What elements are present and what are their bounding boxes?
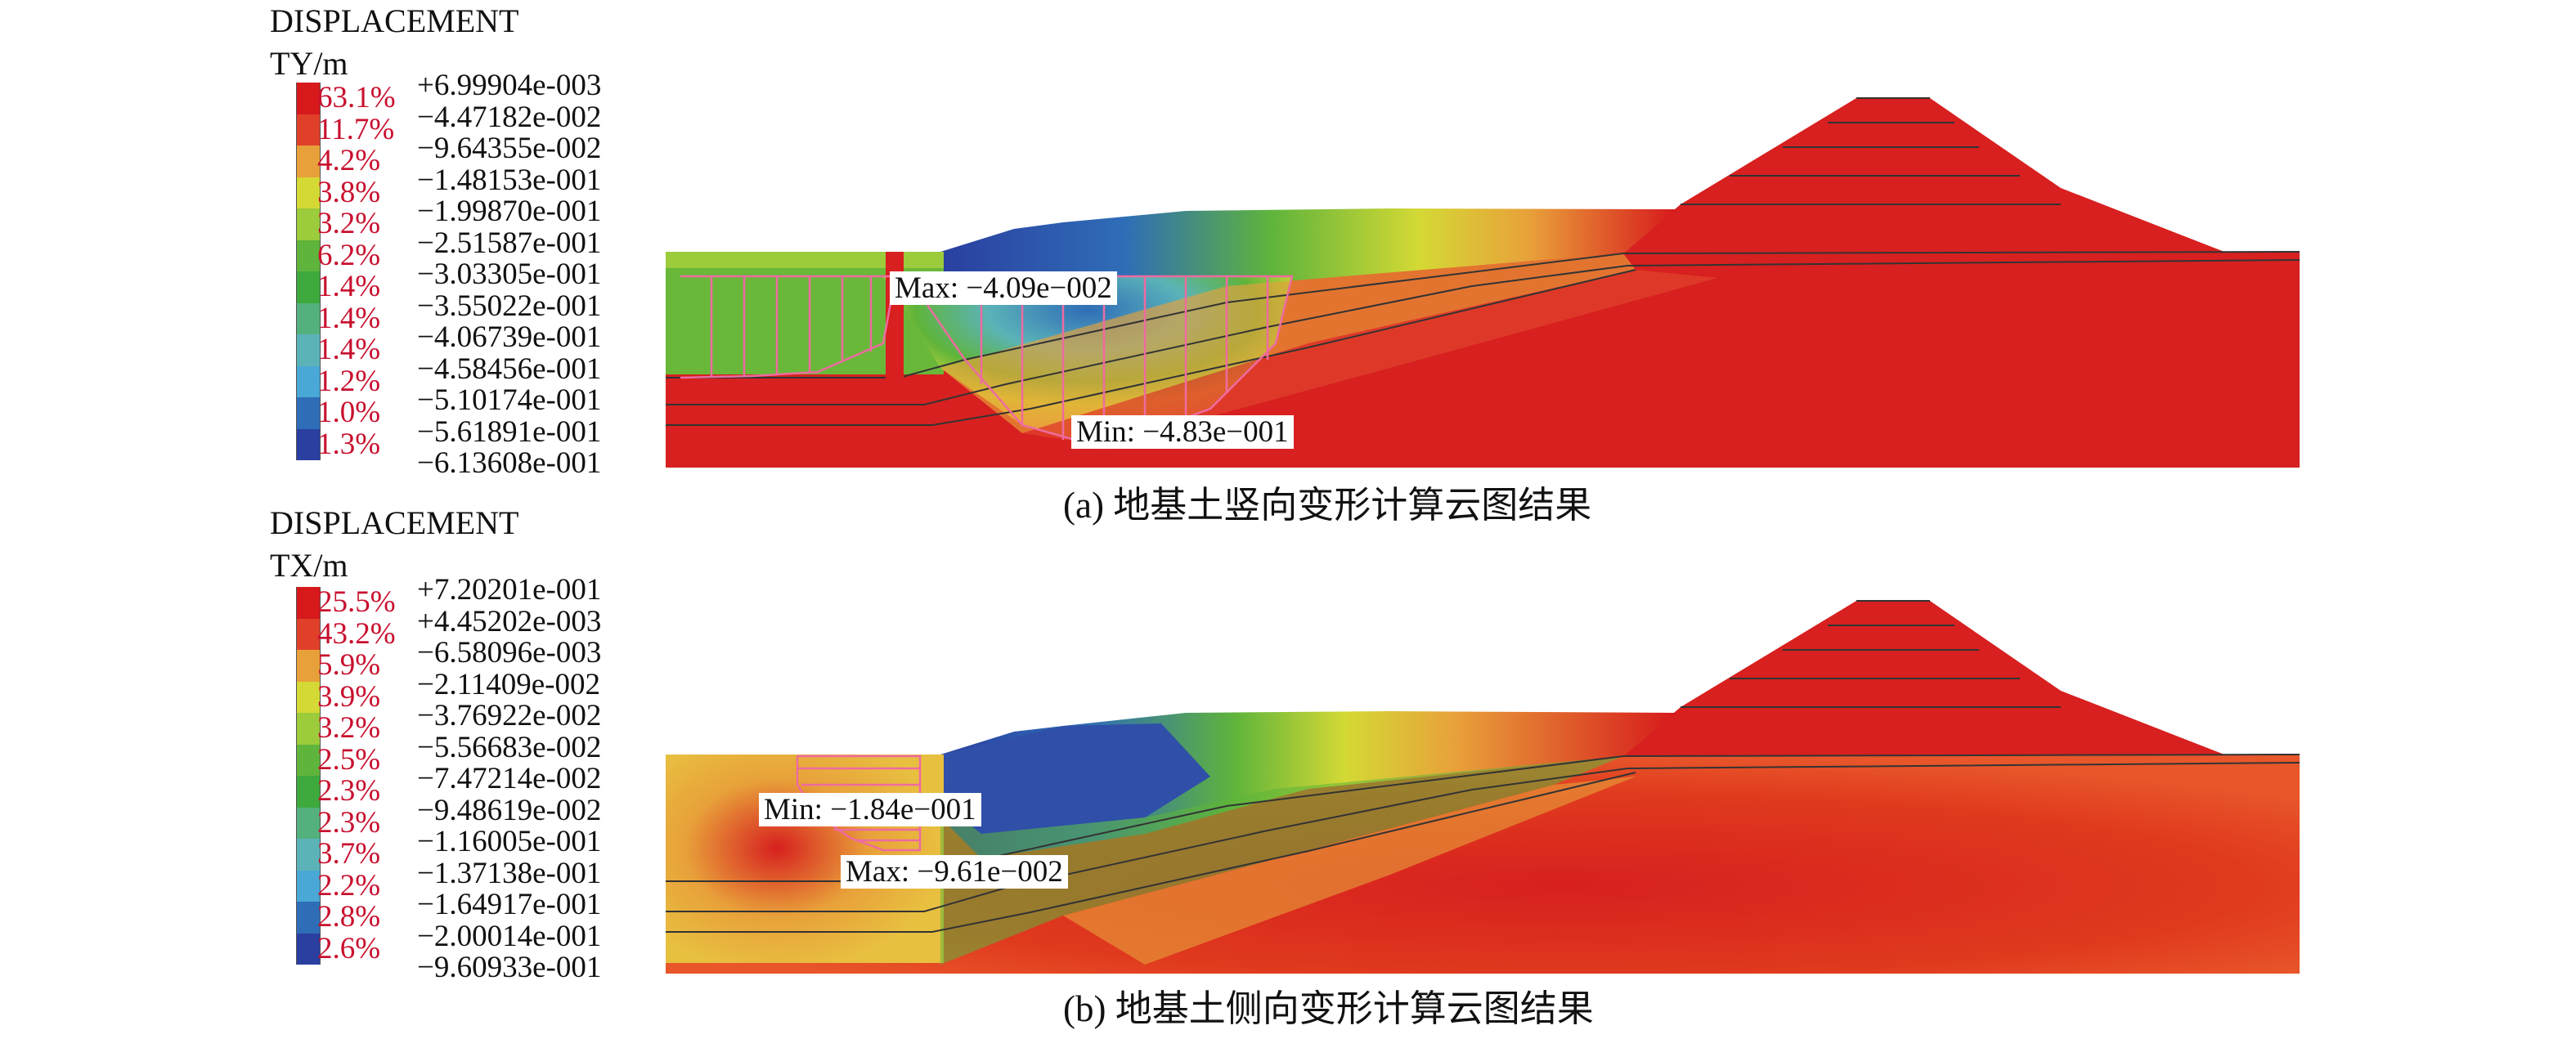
legend-percent: 1.4% xyxy=(317,333,381,366)
legend-value: −9.60933e-001 xyxy=(417,951,602,984)
max-label: Max: −9.61e−002 xyxy=(841,855,1068,889)
legend-swatch xyxy=(296,365,321,397)
legend-percent: 3.9% xyxy=(317,679,381,714)
legend-percent: 2.5% xyxy=(317,742,381,777)
legend-percent: 25.5% xyxy=(317,585,396,619)
legend-value: −1.99870e-001 xyxy=(417,195,602,228)
legend-percent: 43.2% xyxy=(317,616,396,651)
caption: (b) 地基土侧向变形计算云图结果 xyxy=(1063,988,1594,1029)
legend-title: DISPLACEMENT xyxy=(270,504,519,541)
legend-percent: 2.3% xyxy=(317,805,381,840)
contour-model-b xyxy=(666,600,2300,974)
legend-percent: 3.2% xyxy=(317,207,381,240)
caption: (a) 地基土竖向变形计算云图结果 xyxy=(1063,485,1592,526)
legend-swatch xyxy=(296,776,321,808)
displacement-vectors xyxy=(796,755,922,852)
legend-unit: TY/m xyxy=(270,45,348,82)
legend-swatch xyxy=(296,933,321,965)
legend-swatch xyxy=(296,114,321,146)
contour-model-a xyxy=(666,97,2300,468)
legend-value: −1.64917e-001 xyxy=(417,888,602,921)
legend-value: −2.00014e-001 xyxy=(417,919,602,953)
legend-swatch xyxy=(296,83,321,114)
legend-swatch xyxy=(296,302,321,334)
legend-percent: 2.6% xyxy=(317,931,381,965)
legend-value: −4.58456e-001 xyxy=(417,352,602,386)
legend-percent: 1.0% xyxy=(317,396,381,429)
legend-percent: 1.3% xyxy=(317,427,381,461)
legend-percent: 6.2% xyxy=(317,238,381,272)
legend-value: −9.64355e-002 xyxy=(417,132,602,165)
legend-value: −4.47182e-002 xyxy=(417,100,602,134)
min-label: Min: −1.84e−001 xyxy=(759,793,981,826)
legend-value: +6.99904e-003 xyxy=(417,69,602,102)
legend-value: −9.48619e-002 xyxy=(417,793,602,827)
legend-swatch xyxy=(296,650,321,682)
legend-swatch xyxy=(296,271,321,303)
legend-swatch xyxy=(296,240,321,271)
layer-lines xyxy=(666,600,2300,933)
legend-percent: 5.9% xyxy=(317,648,381,682)
legend-swatch xyxy=(296,870,321,902)
blue-zone xyxy=(940,723,1210,834)
legend-value: −5.10174e-001 xyxy=(417,383,602,417)
legend-swatch xyxy=(296,618,321,650)
legend-value: −1.48153e-001 xyxy=(417,163,602,197)
legend-title: DISPLACEMENT xyxy=(270,2,519,39)
legend-swatch xyxy=(296,807,321,839)
legend-value: −2.51587e-001 xyxy=(417,226,602,260)
legend-value: −7.47214e-002 xyxy=(417,762,602,795)
legend-swatch xyxy=(296,397,321,429)
legend-value: +4.45202e-003 xyxy=(417,604,602,638)
legend-percent: 63.1% xyxy=(317,81,396,114)
panel-lateral-displacement: DISPLACEMENT TX/m 25.5% 43.2% 5.9% 3.9% 3.2%… xyxy=(0,507,2576,1039)
legend-percent: 4.2% xyxy=(317,144,381,177)
legend-percent: 2.2% xyxy=(317,868,381,902)
legend-swatch xyxy=(296,587,321,619)
legend-swatch xyxy=(296,146,321,177)
legend-value: +7.20201e-001 xyxy=(417,573,602,607)
legend-value: −5.61891e-001 xyxy=(417,414,602,449)
legend-swatch xyxy=(296,177,321,208)
legend-swatch xyxy=(296,681,321,713)
min-label: Min: −4.83e−001 xyxy=(1071,415,1294,449)
legend-value: −1.37138e-001 xyxy=(417,856,602,890)
legend-swatch xyxy=(296,744,321,776)
legend-value: −2.11409e-002 xyxy=(417,667,600,701)
legend-value: −3.03305e-001 xyxy=(417,258,602,291)
legend-percent: 1.4% xyxy=(317,270,381,303)
legend-swatch xyxy=(296,839,321,871)
legend-value: −1.16005e-001 xyxy=(417,825,602,858)
legend-percent: 3.7% xyxy=(317,837,381,871)
legend-percent: 1.4% xyxy=(317,301,381,335)
legend-swatch xyxy=(296,713,321,745)
legend-percent: 1.2% xyxy=(317,364,381,398)
legend-swatch xyxy=(296,902,321,934)
legend-value: −3.76922e-002 xyxy=(417,699,602,732)
legend-value: −3.55022e-001 xyxy=(417,289,602,323)
legend-percent: 3.2% xyxy=(317,711,381,745)
legend-percent: 2.8% xyxy=(317,900,381,934)
legend-value: −4.06739e-001 xyxy=(417,320,602,354)
slope-layer xyxy=(940,208,1676,368)
legend-swatch xyxy=(296,334,321,366)
legend-swatch xyxy=(296,208,321,240)
legend-swatch xyxy=(296,428,321,460)
legend-value: −6.13608e-001 xyxy=(417,446,602,480)
legend-value: −5.56683e-002 xyxy=(417,730,602,764)
legend-percent: 2.3% xyxy=(317,774,381,808)
legend-percent: 3.8% xyxy=(317,175,381,209)
legend-value: −6.58096e-003 xyxy=(417,636,602,670)
max-label: Max: −4.09e−002 xyxy=(890,271,1117,305)
panel-vertical-displacement: DISPLACEMENT TY/m 63.1% 11.7% 4.2% 3.8% 3.2%… xyxy=(270,2,2300,526)
legend-unit: TX/m xyxy=(270,547,348,584)
legend-percent: 11.7% xyxy=(317,112,395,146)
